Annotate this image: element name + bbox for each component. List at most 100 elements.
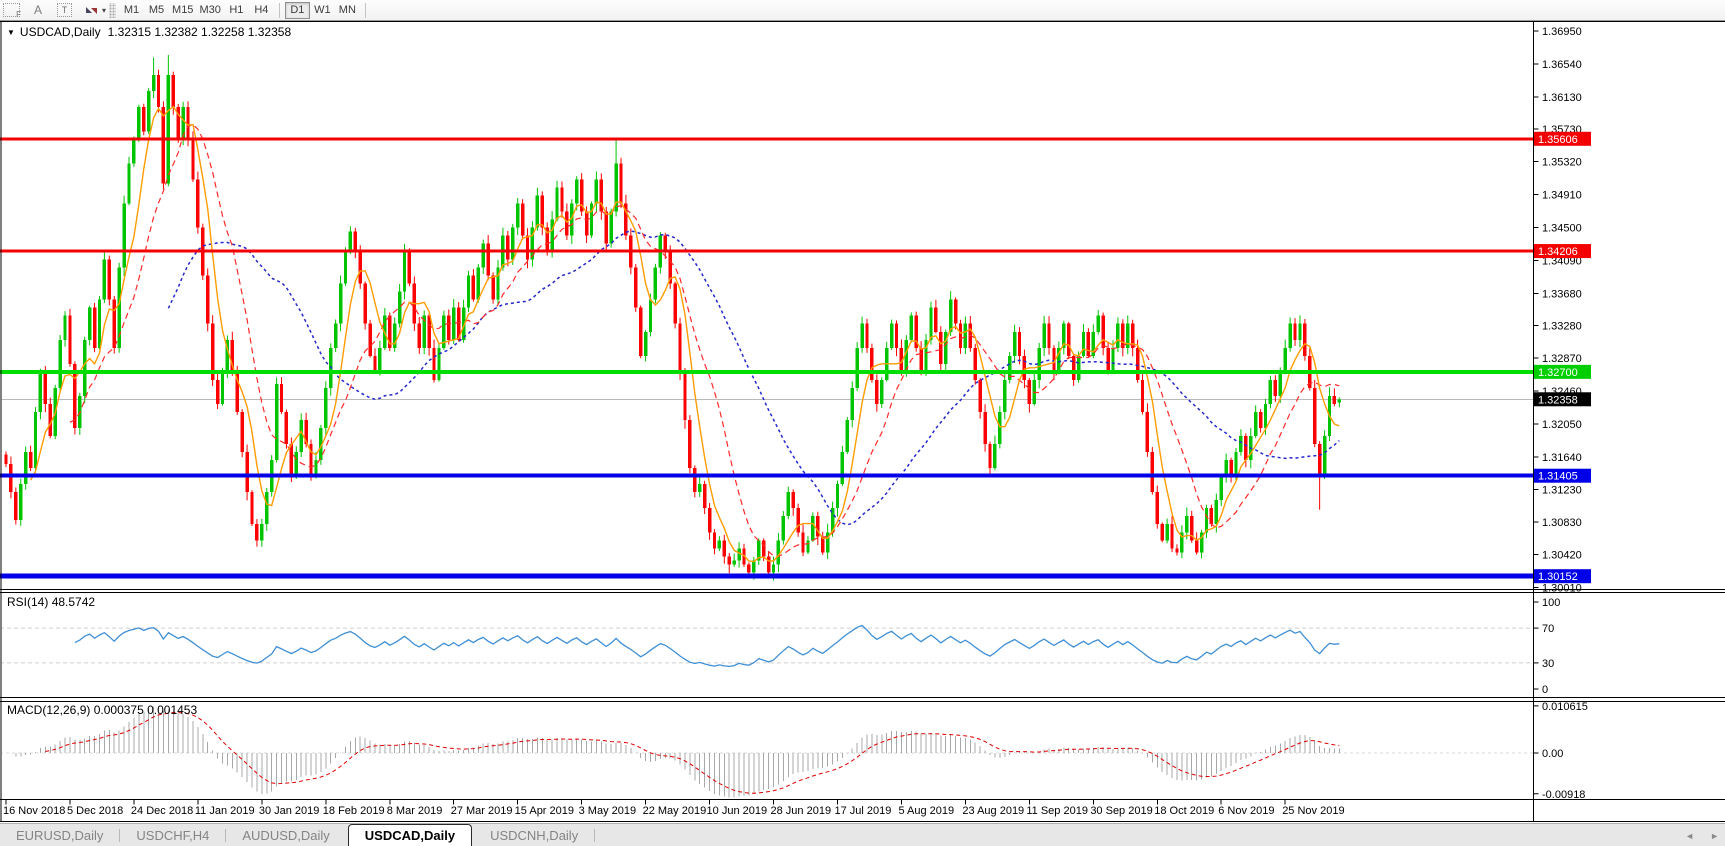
text-tool-icon[interactable]: A [34,3,43,17]
timeframe-w1-button[interactable]: W1 [310,2,335,19]
ma-slow-line [167,230,1340,526]
svg-text:30: 30 [1542,658,1554,670]
svg-text:1.34910: 1.34910 [1542,190,1582,202]
svg-text:1.32870: 1.32870 [1542,353,1582,365]
svg-text:0.00: 0.00 [1542,748,1563,760]
timeframe-h1-button[interactable]: H1 [224,2,249,19]
tab-separator [225,829,227,842]
svg-text:30 Jan 2019: 30 Jan 2019 [259,805,320,817]
macd-name: MACD(12,26,9) [7,703,91,717]
rsi-line [74,624,1340,668]
svg-text:70: 70 [1542,623,1554,635]
toolbar-grip[interactable] [109,2,117,18]
svg-text:18 Oct 2019: 18 Oct 2019 [1154,805,1214,817]
text-label-tool-icon[interactable]: T [57,3,73,17]
ma-fast-line [29,105,1340,563]
tab-usdcad-daily[interactable]: USDCAD,Daily [347,824,473,846]
timeframe-m30-button[interactable]: M30 [196,2,223,19]
timeframe-m1-button[interactable]: M1 [119,2,144,19]
svg-text:23 Aug 2019: 23 Aug 2019 [962,805,1024,817]
chart-ohlc-values: 1.32315 1.32382 1.32258 1.32358 [107,25,292,39]
date-axis: 16 Nov 2018 5 Dec 2018 24 Dec 2018 11 Jan 2… [3,799,1345,817]
svg-text:1.36950: 1.36950 [1542,26,1582,38]
main-price-panel [2,55,1533,581]
tab-separator [594,829,596,842]
tab-usdchf-h4[interactable]: USDCHF,H4 [136,828,210,843]
rsi-value: 48.5742 [51,595,96,609]
horizontal-levels-layer [0,137,1533,579]
svg-text:100: 100 [1542,597,1560,609]
svg-text:-0.00918: -0.00918 [1542,789,1585,801]
rsi-name: RSI(14) [7,595,49,609]
arrows-tool-icon [86,6,98,14]
timeframe-m5-button[interactable]: M5 [144,2,169,19]
svg-text:1.31405: 1.31405 [1538,471,1578,483]
macd-indicator-label: MACD(12,26,9) 0.000375 0.001453 [7,703,197,717]
tab-scroll-left-icon[interactable] [1685,830,1694,842]
svg-text:1.35606: 1.35606 [1538,134,1578,146]
toolbar: F A T M1 M5 M15 M30 H1 H4 D1 W1 MN [0,0,1725,21]
timeframe-d1-button[interactable]: D1 [284,1,310,19]
chart-symbol-title: USDCAD,Daily [19,25,101,39]
svg-text:30 Sep 2019: 30 Sep 2019 [1090,805,1152,817]
rsi-indicator-label: RSI(14) 48.5742 [7,595,95,609]
fibonacci-tool-icon[interactable]: F [3,3,21,19]
svg-text:1.34090: 1.34090 [1542,255,1582,267]
svg-text:6 Nov 2019: 6 Nov 2019 [1218,805,1274,817]
svg-text:28 Jun 2019: 28 Jun 2019 [771,805,832,817]
tab-usdcnh-daily[interactable]: USDCNH,Daily [490,828,579,843]
svg-text:0.010615: 0.010615 [1542,701,1588,713]
svg-text:25 Nov 2019: 25 Nov 2019 [1282,805,1344,817]
svg-text:1.35730: 1.35730 [1542,124,1582,136]
svg-text:1.30420: 1.30420 [1542,550,1582,562]
macd-values: 0.000375 0.001453 [93,703,198,717]
ma-mid-line [69,124,1340,557]
timeframe-h4-button[interactable]: H4 [249,2,274,19]
arrows-tool-button[interactable] [84,4,106,17]
svg-text:1.30152: 1.30152 [1538,571,1578,583]
svg-text:1.32700: 1.32700 [1538,367,1578,379]
svg-text:1.33680: 1.33680 [1542,288,1582,300]
tab-audusd-daily[interactable]: AUDUSD,Daily [242,828,330,843]
svg-text:1.31640: 1.31640 [1542,452,1582,464]
svg-text:1.34206: 1.34206 [1538,246,1578,258]
svg-text:1.35320: 1.35320 [1542,157,1582,169]
svg-text:16 Nov 2018: 16 Nov 2018 [3,805,65,817]
timeframe-m15-button[interactable]: M15 [169,2,196,19]
svg-text:1.36540: 1.36540 [1542,59,1582,71]
svg-text:1.33280: 1.33280 [1542,320,1582,332]
svg-text:3 May 2019: 3 May 2019 [579,805,636,817]
tab-eurusd-daily[interactable]: EURUSD,Daily [16,828,104,843]
price-axis: 1.36950 1.36540 1.36130 1.35730 1.35320 1.349… [1533,26,1588,801]
toolbar-separator [364,2,366,18]
tab-scroll-right-icon[interactable] [1710,830,1719,842]
toolbar-separator [278,2,280,18]
svg-text:22 May 2019: 22 May 2019 [643,805,707,817]
timeframe-mn-button[interactable]: MN [335,2,360,19]
svg-text:18 Feb 2019: 18 Feb 2019 [323,805,385,817]
svg-text:1.32358: 1.32358 [1538,394,1578,406]
svg-text:11 Jan 2019: 11 Jan 2019 [195,805,255,817]
svg-text:24 Dec 2018: 24 Dec 2018 [131,805,193,817]
panel-borders [0,21,1725,822]
svg-text:1.34500: 1.34500 [1542,222,1582,234]
svg-text:1.30010: 1.30010 [1542,583,1582,595]
collapse-triangle-icon[interactable] [7,25,20,39]
symbol-tabbar: EURUSD,Daily USDCHF,H4 AUDUSD,Daily USDC… [0,823,1725,846]
chart-area[interactable]: 1.36950 1.36540 1.36130 1.35730 1.35320 1.349… [0,21,1725,824]
macd-panel [2,706,1533,798]
svg-text:1.31230: 1.31230 [1542,485,1582,497]
svg-text:1.32050: 1.32050 [1542,419,1582,431]
macd-signal-line [45,711,1340,794]
svg-text:11 Sep 2019: 11 Sep 2019 [1026,805,1088,817]
svg-text:10 Jun 2019: 10 Jun 2019 [707,805,768,817]
svg-text:1.30830: 1.30830 [1542,517,1582,529]
svg-text:15 Apr 2019: 15 Apr 2019 [515,805,574,817]
rsi-panel [2,624,1533,668]
svg-text:5 Dec 2018: 5 Dec 2018 [67,805,123,817]
svg-text:17 Jul 2019: 17 Jul 2019 [834,805,891,817]
chart-legend: USDCAD,Daily 1.32315 1.32382 1.32258 1.32… [7,25,291,39]
chevron-down-icon[interactable] [102,6,106,15]
svg-text:27 Mar 2019: 27 Mar 2019 [451,805,513,817]
